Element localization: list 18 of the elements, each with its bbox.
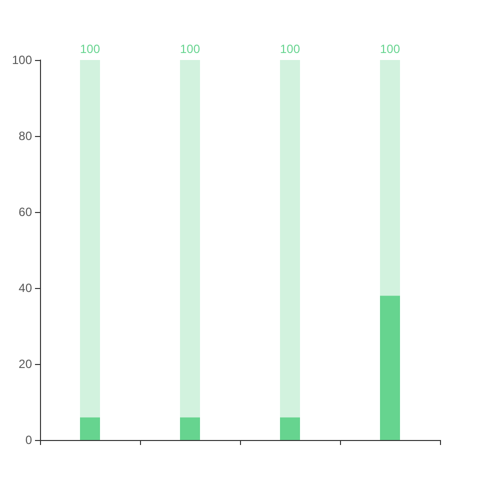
y-tick-label: 60 [18, 205, 32, 219]
bar [180, 417, 200, 440]
total-label: 100 [180, 42, 200, 56]
y-tick-label: 0 [25, 433, 32, 447]
y-tick-label: 40 [18, 281, 32, 295]
total-label: 100 [280, 42, 300, 56]
total-label: 100 [380, 42, 400, 56]
total-label: 100 [80, 42, 100, 56]
bar [380, 60, 400, 296]
bar [280, 60, 300, 418]
bar [180, 60, 200, 418]
y-tick-label: 100 [12, 53, 32, 67]
bar [280, 417, 300, 440]
bar [80, 60, 100, 418]
bar [80, 417, 100, 440]
bar [380, 296, 400, 440]
y-tick-label: 80 [18, 129, 32, 143]
y-tick-label: 20 [18, 357, 32, 371]
